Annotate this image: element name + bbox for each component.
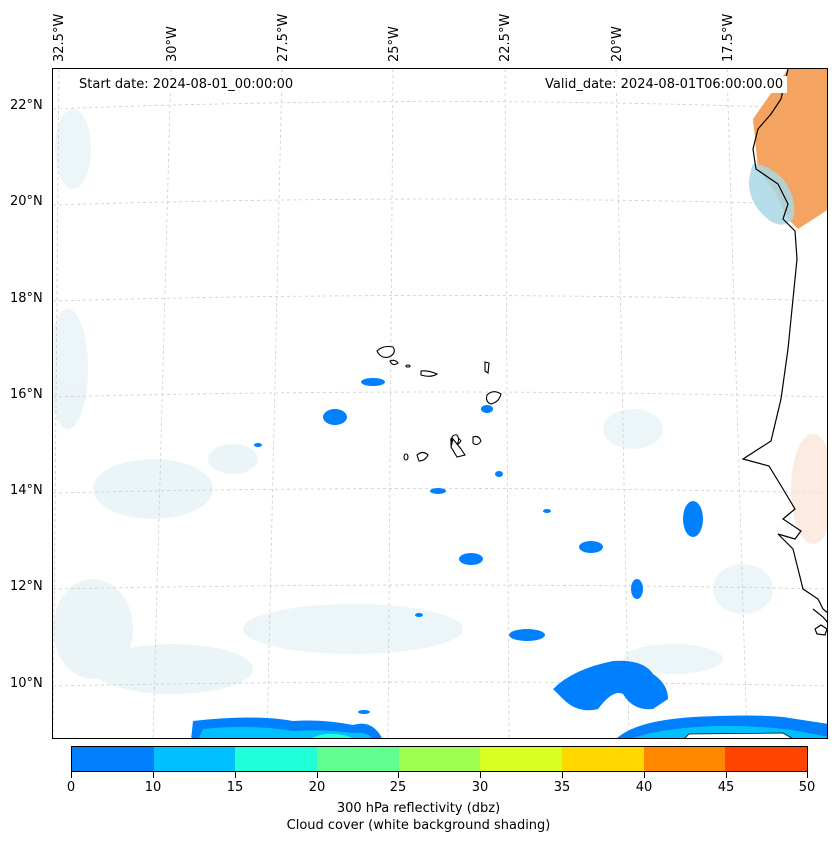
lon-label-22-5w: 22.5°W [498, 13, 513, 62]
colorbar-tick-label: 40 [635, 780, 653, 795]
colorbar-segment-6 [480, 747, 563, 771]
lat-label-14n: 14°N [10, 483, 43, 498]
colorbar-tick-label: 10 [144, 780, 162, 795]
reflectivity-blobs [254, 378, 703, 714]
colorbar-sublabel: Cloud cover (white background shading) [286, 818, 551, 833]
lat-label-20n: 20°N [10, 194, 43, 209]
colorbar-tick [480, 772, 481, 778]
lon-label-25w: 25°W [387, 26, 402, 62]
colorbar-tick-label: 20 [308, 780, 326, 795]
colorbar [71, 746, 808, 772]
land-shading [749, 69, 827, 544]
colorbar-segment-4 [317, 747, 399, 771]
map-panel[interactable] [52, 68, 828, 739]
colorbar-segment-1 [72, 747, 154, 771]
lat-label-22n: 22°N [10, 98, 43, 113]
reflectivity-bottom-band [191, 715, 827, 738]
colorbar-label: 300 hPa reflectivity (dbz) [336, 801, 501, 816]
lon-label-30w: 30°W [165, 26, 180, 62]
colorbar-tick [726, 772, 727, 778]
colorbar-segment-9 [725, 747, 808, 771]
colorbar-segment-5 [398, 747, 481, 771]
colorbar-tick [317, 772, 318, 778]
colorbar-tick [562, 772, 563, 778]
lat-label-12n: 12°N [10, 579, 43, 594]
lon-label-17-5w: 17.5°W [721, 13, 736, 62]
colorbar-tick-label: 35 [553, 780, 571, 795]
map-canvas [53, 69, 827, 738]
colorbar-segment-7 [562, 747, 644, 771]
coastline [741, 69, 827, 636]
cloud-cover-shading [53, 109, 773, 694]
lon-label-20w: 20°W [610, 26, 625, 62]
lat-label-16n: 16°N [10, 387, 43, 402]
gridlines [53, 69, 827, 738]
colorbar-tick [807, 772, 808, 778]
lon-label-27-5w: 27.5°W [276, 13, 291, 62]
colorbar-tick [644, 772, 645, 778]
colorbar-tick-label: 45 [717, 780, 735, 795]
colorbar-tick-label: 25 [389, 780, 407, 795]
valid-date-label: Valid_date: 2024-08-01T06:00:00.00 [541, 76, 788, 93]
colorbar-tick [153, 772, 154, 778]
colorbar-tick-label: 15 [226, 780, 244, 795]
colorbar-tick-label: 50 [798, 780, 816, 795]
lat-label-18n: 18°N [10, 291, 43, 306]
colorbar-tick [235, 772, 236, 778]
start-date-label: Start date: 2024-08-01_00:00:00 [75, 76, 298, 93]
colorbar-tick-label: 0 [66, 780, 76, 795]
lat-label-10n: 10°N [10, 676, 43, 691]
colorbar-tick [71, 772, 72, 778]
colorbar-segment-3 [235, 747, 318, 771]
colorbar-tick-label: 30 [471, 780, 489, 795]
lon-label-32-5w: 32.5°W [52, 13, 67, 62]
colorbar-segment-2 [153, 747, 236, 771]
colorbar-tick [398, 772, 399, 778]
cape-verde-islands [376, 345, 502, 462]
colorbar-segment-8 [643, 747, 726, 771]
